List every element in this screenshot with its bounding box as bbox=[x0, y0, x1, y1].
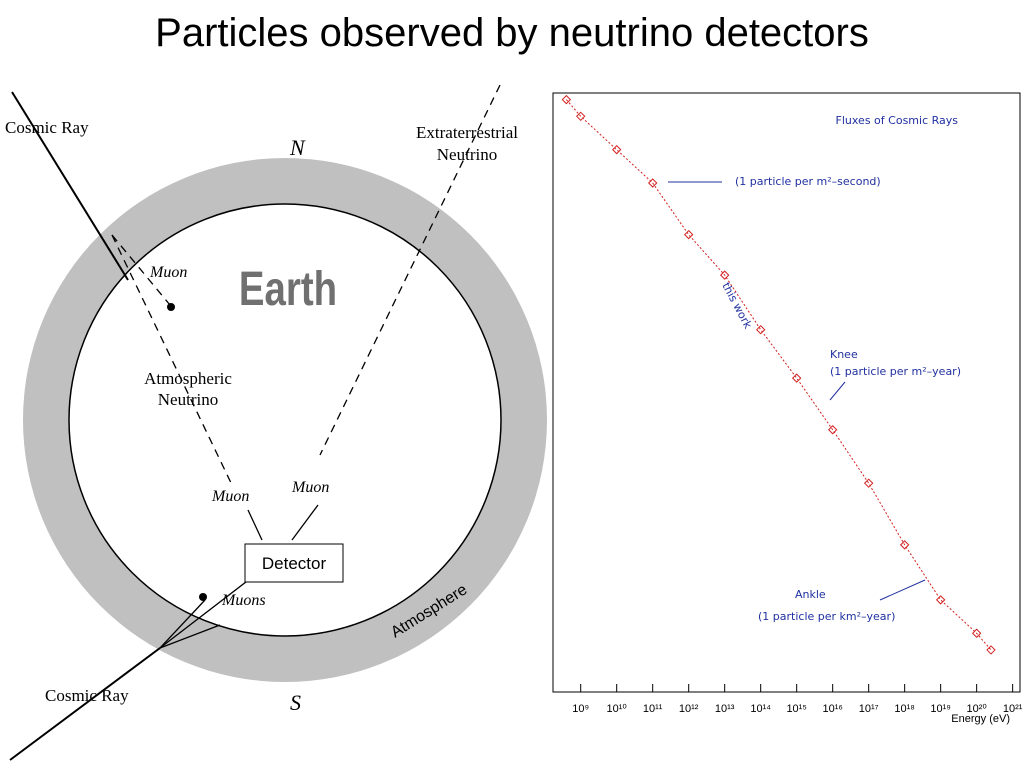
point bbox=[561, 94, 572, 105]
x-tick-label: 10⁹ bbox=[572, 703, 589, 715]
label: Cosmic Ray bbox=[45, 686, 129, 705]
x-tick-label: 10¹⁹ bbox=[930, 703, 951, 715]
label: Neutrino bbox=[158, 390, 218, 409]
label: Muon bbox=[291, 479, 329, 496]
x-tick-label: 10¹⁷ bbox=[859, 703, 879, 715]
arrows bbox=[9, 84, 501, 761]
label: Earth bbox=[239, 263, 337, 316]
x-tick-label: 10¹⁵ bbox=[786, 703, 806, 715]
x-tick-label: 10¹⁴ bbox=[750, 703, 771, 715]
x-axis-label: Energy (eV) bbox=[951, 713, 1010, 725]
diagram: Cosmic Ray N S Extraterrestrial Neutrino… bbox=[5, 84, 547, 761]
label: Cosmic Ray bbox=[5, 118, 89, 137]
annotation: (1 particle per m²–year) bbox=[830, 365, 961, 378]
point bbox=[935, 595, 946, 605]
x-tick-label: 10¹³ bbox=[715, 703, 735, 715]
annotation: (1 particle per km²–year) bbox=[758, 610, 895, 623]
label: Detector bbox=[262, 554, 327, 573]
point bbox=[971, 628, 982, 638]
chart: 10⁹ 10¹⁰ 10¹¹ 10¹² 10¹³ 10¹⁴ 10¹⁵ 10¹⁶ 10¹⁷ 10¹⁸ 1… bbox=[552, 92, 1023, 725]
label: Atmospheric bbox=[144, 369, 232, 388]
x-tick-label: 10²⁰ bbox=[967, 703, 988, 715]
earth-circle bbox=[68, 203, 502, 637]
x-tick-label: 10¹⁶ bbox=[822, 703, 842, 715]
x-tick-label: 10¹⁰ bbox=[607, 703, 628, 715]
chart-title: Fluxes of Cosmic Rays bbox=[836, 114, 959, 127]
label: Muons bbox=[221, 592, 266, 609]
point bbox=[791, 373, 802, 383]
point bbox=[611, 144, 622, 155]
label: S bbox=[290, 690, 301, 715]
detector-box bbox=[244, 543, 344, 583]
x-tick-label: 10¹² bbox=[679, 703, 699, 715]
label: N bbox=[289, 135, 306, 160]
slide-title: Particles observed by neutrino detectors bbox=[155, 11, 869, 55]
point bbox=[719, 270, 730, 280]
label: Extraterrestrial bbox=[416, 123, 518, 142]
x-tick-label: 10¹¹ bbox=[643, 703, 663, 715]
x-tick-label: 10²¹ bbox=[1003, 703, 1023, 715]
point bbox=[683, 229, 694, 240]
annotation: (1 particle per m²–second) bbox=[735, 175, 881, 188]
point bbox=[986, 645, 996, 655]
annotation-arrow bbox=[879, 579, 926, 601]
plot-frame bbox=[552, 92, 1021, 693]
annotation: Knee bbox=[830, 348, 858, 361]
x-tick-label: 10¹⁸ bbox=[894, 703, 915, 715]
label: Muon bbox=[211, 488, 249, 505]
annotation: Ankle bbox=[795, 588, 826, 601]
annotation-arrow bbox=[829, 381, 846, 401]
label: Muon bbox=[149, 264, 187, 281]
point bbox=[755, 324, 766, 335]
point bbox=[827, 425, 838, 435]
label: Neutrino bbox=[437, 145, 497, 164]
point bbox=[899, 540, 910, 550]
point bbox=[647, 178, 658, 188]
point bbox=[863, 478, 874, 488]
trend bbox=[565, 99, 992, 651]
point bbox=[575, 111, 586, 122]
